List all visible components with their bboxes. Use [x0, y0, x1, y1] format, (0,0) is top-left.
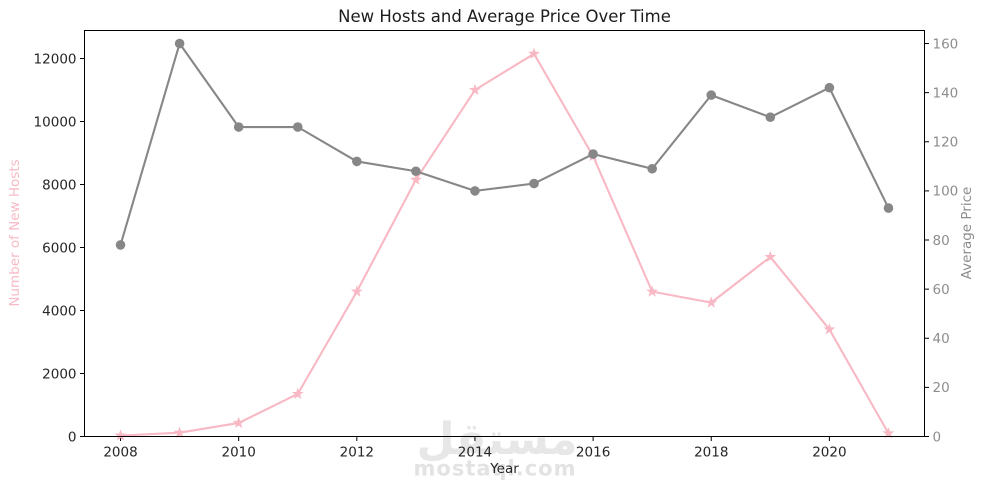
right-y-tick-label: 140: [933, 85, 959, 101]
chart-title: New Hosts and Average Price Over Time: [338, 7, 671, 26]
x-tick-label: 2020: [812, 445, 846, 461]
star-marker: [232, 416, 245, 429]
circle-marker: [824, 82, 835, 93]
circle-marker: [529, 178, 539, 189]
x-tick-label: 2018: [694, 445, 728, 461]
star-marker: [705, 296, 718, 308]
left-y-tick-label: 4000: [42, 303, 76, 319]
star-marker: [350, 285, 363, 297]
star-marker: [114, 429, 127, 441]
right-y-tick-label: 0: [933, 429, 942, 445]
right-y-tick-label: 40: [933, 331, 950, 347]
left-y-tick-label: 8000: [42, 177, 76, 193]
star-marker: [468, 83, 481, 96]
series-line-number-of-new-hosts: [119, 52, 890, 437]
left-y-tick-label: 12000: [34, 51, 77, 67]
circle-marker: [352, 156, 362, 167]
left-y-axis-label: Number of New Hosts: [7, 159, 23, 307]
circle-marker: [765, 112, 776, 122]
circle-marker: [647, 163, 657, 174]
left-y-tick-label: 2000: [42, 366, 76, 382]
star-marker: [646, 285, 659, 297]
star-marker: [528, 47, 541, 59]
x-tick-label: 2014: [458, 445, 492, 461]
series-line-average-price: [119, 42, 890, 246]
star-marker: [409, 173, 422, 185]
right-y-tick-label: 80: [933, 233, 950, 249]
right-y-axis-ticks: 0 20 40 60 80 100 120 140 160: [924, 36, 959, 445]
x-tick-label: 2012: [340, 445, 374, 461]
right-y-axis-label: Average Price: [959, 186, 975, 280]
plot-frame: [84, 30, 925, 437]
star-marker: [823, 323, 836, 335]
circle-marker: [115, 240, 126, 250]
x-axis-label: Year: [490, 461, 519, 477]
left-y-tick-label: 0: [68, 429, 77, 445]
star-marker: [764, 250, 777, 263]
right-y-tick-label: 20: [933, 380, 950, 396]
left-y-tick-label: 10000: [34, 114, 77, 130]
right-y-tick-label: 160: [933, 36, 959, 52]
star-marker: [291, 387, 304, 400]
circle-marker: [174, 38, 185, 49]
series-average-price: [115, 38, 894, 250]
star-marker: [882, 427, 895, 439]
x-tick-label: 2010: [221, 445, 255, 461]
series-number-of-new-hosts: [114, 47, 895, 441]
circle-marker: [883, 203, 894, 213]
circle-marker: [470, 186, 480, 196]
circle-marker: [706, 90, 717, 100]
right-y-tick-label: 60: [933, 282, 950, 298]
circle-marker: [588, 149, 598, 159]
star-marker: [173, 426, 186, 438]
x-axis-ticks: 2008 2010 2012 2014 2016 2018 2020: [103, 436, 847, 461]
left-y-tick-label: 6000: [42, 240, 76, 256]
circle-marker: [411, 166, 421, 177]
left-y-axis-ticks: 0 2000 4000 6000 8000 10000 12000: [34, 51, 85, 445]
circle-marker: [233, 122, 244, 132]
circle-marker: [292, 122, 303, 132]
x-tick-label: 2008: [103, 445, 137, 461]
right-y-tick-label: 120: [933, 135, 959, 151]
right-y-tick-label: 100: [933, 184, 959, 200]
x-tick-label: 2016: [576, 445, 610, 461]
